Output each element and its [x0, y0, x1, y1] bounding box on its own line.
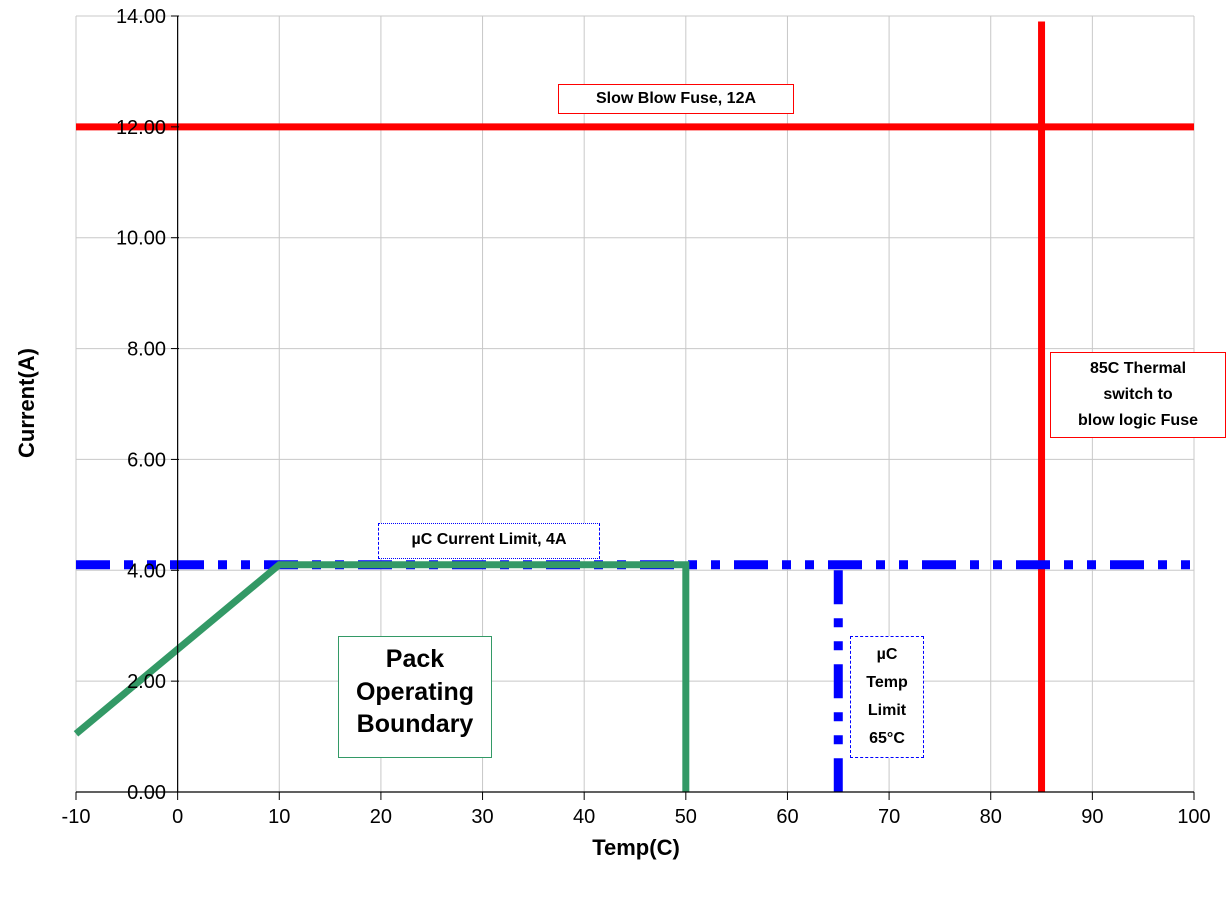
annotation-text: 85C Thermal [1089, 360, 1187, 377]
series-layer [73, 21, 1194, 792]
annotation-text: Slow Blow Fuse, 12A [595, 90, 757, 107]
annotation-text: Temp [866, 674, 908, 691]
x-tick-label: 40 [573, 806, 595, 828]
tick-labels: 0.00 2.00 4.00 6.00 8.00 10.00 12.00 14.00 -10 0 1… [62, 6, 1211, 828]
x-tick-label: 90 [1081, 806, 1103, 828]
grid-lines [75, 15, 1195, 792]
axes [75, 15, 1195, 800]
x-tick-label: 70 [878, 806, 900, 828]
annotation-current-limit: µC Current Limit, 4A [378, 523, 600, 559]
annotation-text: µC [876, 646, 898, 663]
annotation-text: Boundary [356, 710, 474, 738]
annotation-text: switch to [1103, 386, 1173, 403]
y-tick-label: 12.00 [116, 117, 166, 139]
annotation-text: blow logic Fuse [1077, 412, 1198, 429]
annotation-slow-blow-fuse: Slow Blow Fuse, 12A [558, 84, 794, 114]
annotation-text: 65°C [869, 730, 905, 747]
y-tick-label: 10.00 [116, 228, 166, 250]
x-tick-label: -10 [62, 806, 91, 828]
y-axis-title: Current(A) [14, 348, 39, 458]
annotation-pack-boundary: Pack Operating Boundary [338, 636, 492, 758]
x-tick-label: 100 [1177, 806, 1210, 828]
y-tick-label: 2.00 [127, 671, 166, 693]
y-tick-label: 4.00 [127, 560, 166, 582]
annotation-text: µC Current Limit, 4A [411, 531, 567, 548]
x-tick-label: 60 [776, 806, 798, 828]
annotation-thermal-switch: 85C Thermal switch to blow logic Fuse [1050, 352, 1226, 438]
x-tick-label: 80 [980, 806, 1002, 828]
x-tick-label: 10 [268, 806, 290, 828]
y-tick-label: 8.00 [127, 339, 166, 361]
annotation-text: Operating [355, 677, 475, 706]
x-tick-label: 20 [370, 806, 392, 828]
x-axis-title: Temp(C) [592, 835, 680, 860]
x-tick-label: 0 [172, 806, 183, 828]
annotation-text: Pack [385, 645, 445, 673]
x-tick-label: 50 [675, 806, 697, 828]
y-tick-label: 14.00 [116, 6, 166, 28]
annotation-text: Limit [867, 702, 907, 719]
y-tick-label: 6.00 [127, 449, 166, 471]
x-tick-label: 30 [471, 806, 493, 828]
annotation-temp-limit: µC Temp Limit 65°C [850, 636, 924, 758]
y-tick-label: 0.00 [127, 782, 166, 804]
